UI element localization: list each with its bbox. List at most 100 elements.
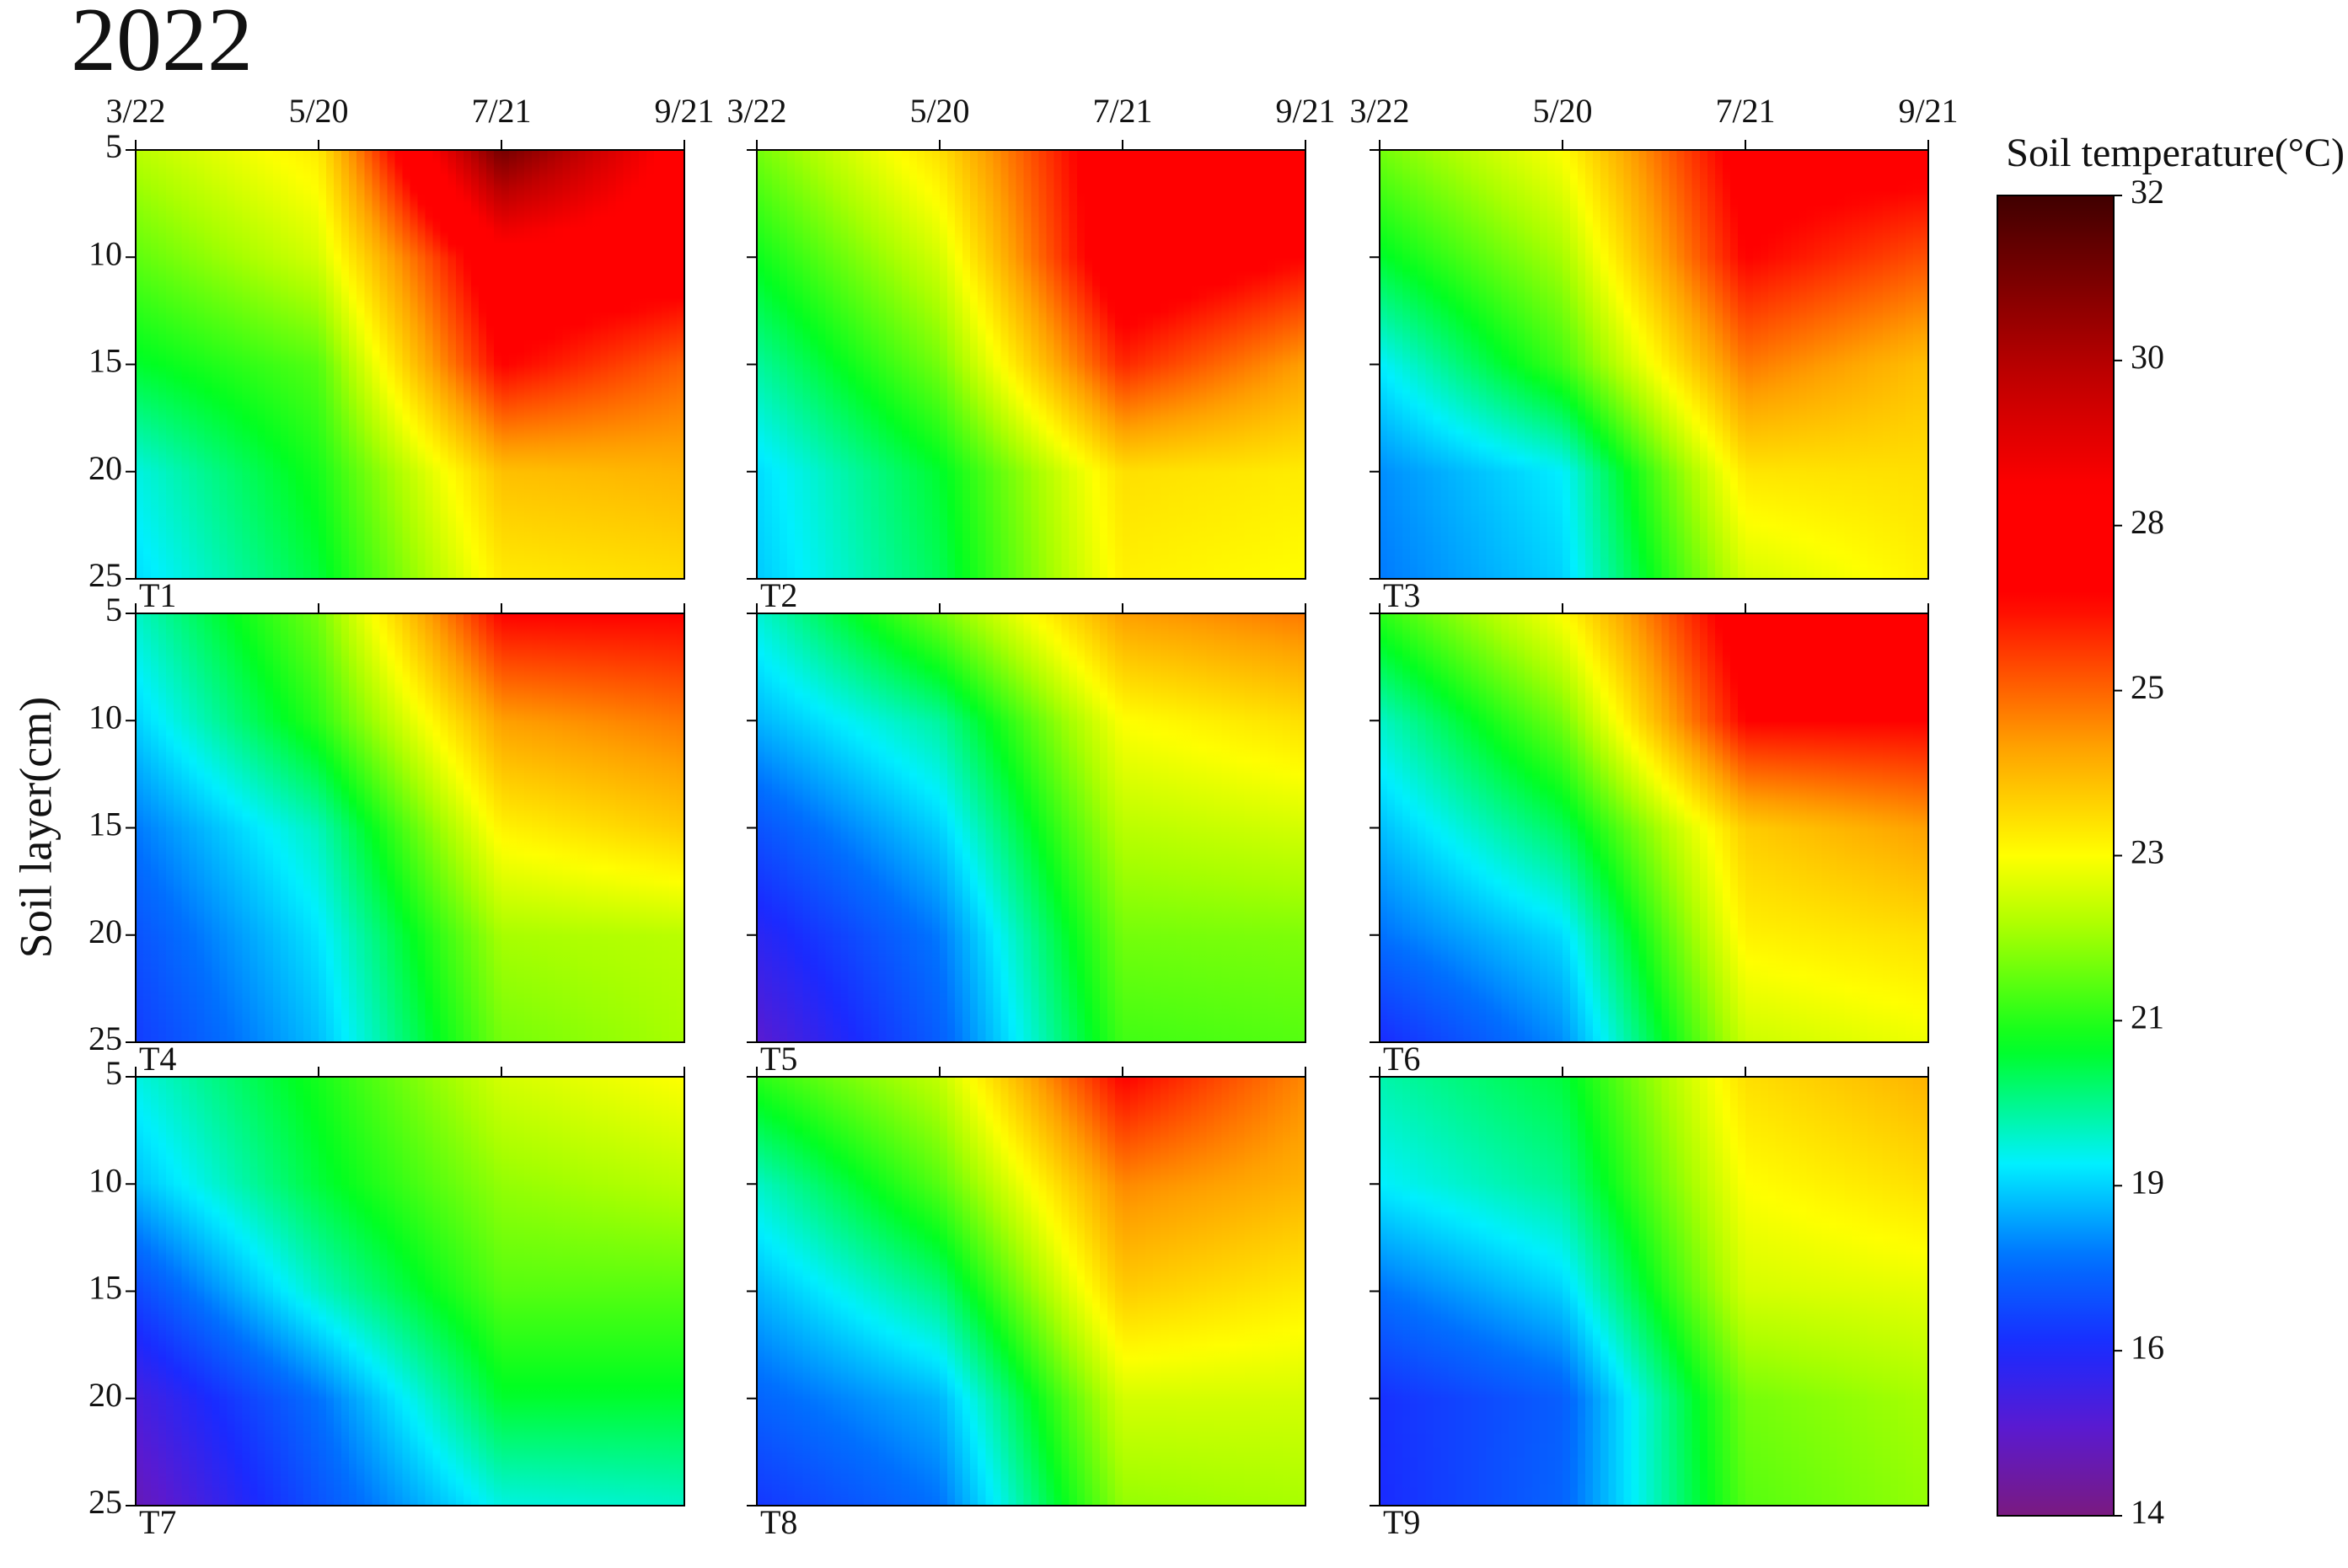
colorbar-title: Soil temperature(°C) (2006, 131, 2345, 175)
heat-cell (234, 364, 244, 473)
heat-cell (1608, 613, 1617, 722)
heat-cell (1486, 1077, 1495, 1185)
heat-cell (242, 1291, 251, 1399)
heat-cell (410, 1184, 419, 1292)
heat-cell (1091, 827, 1101, 936)
heat-cell (661, 720, 670, 829)
heat-cell (1214, 1184, 1223, 1292)
heat-cell (1920, 364, 1929, 473)
heat-cell (1038, 257, 1048, 366)
heat-cell (1631, 150, 1640, 259)
heat-cell (1183, 720, 1193, 829)
heat-cell (1761, 827, 1769, 936)
heat-cell (1274, 720, 1284, 829)
heat-cell (181, 257, 190, 366)
heat-cell (1183, 827, 1193, 936)
heat-cell (1753, 471, 1761, 580)
heat-cell (1282, 1291, 1291, 1399)
heat-cell (608, 364, 617, 473)
heat-cell (1114, 150, 1123, 259)
heat-cell (417, 1077, 426, 1185)
y-axis-label: Soil layer(cm) (10, 697, 61, 958)
heat-cell (1000, 1077, 1010, 1185)
heat-cell (1099, 150, 1108, 259)
heat-cell (1130, 720, 1139, 829)
heat-cell (1448, 613, 1457, 722)
heat-cell (493, 364, 502, 473)
heat-cell (212, 934, 221, 1043)
heat-cell (1661, 150, 1670, 259)
heat-cell (1000, 934, 1010, 1043)
heat-cell (1806, 613, 1815, 722)
heat-cell (570, 150, 579, 259)
heat-cell (1145, 364, 1154, 473)
heat-cell (402, 150, 411, 259)
heat-cell (1380, 1291, 1388, 1399)
heat-cell (1274, 150, 1284, 259)
heat-cell (143, 720, 152, 829)
heat-cell (1176, 1077, 1185, 1185)
heat-cell (249, 1077, 259, 1185)
heat-cell (1259, 613, 1268, 722)
heat-cell (608, 1184, 617, 1292)
heat-cell (840, 720, 850, 829)
heat-cell (780, 257, 788, 366)
heat-cell (402, 1398, 411, 1506)
heat-cell (1554, 150, 1563, 259)
heat-cell (1729, 720, 1739, 829)
heat-cell (818, 720, 827, 829)
heat-cell (1463, 1184, 1472, 1292)
heat-cell (901, 827, 910, 936)
heat-cell (1267, 364, 1276, 473)
heat-cell (985, 720, 994, 829)
heat-cell (848, 471, 857, 580)
heat-cell (303, 471, 312, 580)
heat-cell (1463, 934, 1472, 1043)
heat-cell (577, 934, 587, 1043)
heat-cell (1753, 720, 1761, 829)
heat-cell (1084, 1291, 1093, 1399)
heat-cell (1912, 1077, 1922, 1185)
heat-cell (1844, 613, 1853, 722)
heat-cell (242, 1184, 251, 1292)
heat-cell (1646, 613, 1655, 722)
heat-cell (1410, 1077, 1419, 1185)
heat-cell (1463, 257, 1472, 366)
heat-cell (1493, 471, 1503, 580)
heat-cell (947, 1184, 956, 1292)
heat-cell (1531, 1291, 1541, 1399)
heat-cell (334, 1184, 342, 1292)
heat-cell (547, 471, 556, 580)
heat-cell (577, 257, 587, 366)
heat-cell (1267, 1291, 1276, 1399)
heat-cell (1493, 364, 1503, 473)
heat-cell (136, 257, 144, 366)
heat-cell (227, 827, 236, 936)
heat-cell (909, 934, 918, 1043)
heat-cell (1038, 364, 1048, 473)
heat-cell (219, 1077, 228, 1185)
heat-cell (341, 471, 350, 580)
heat-cell (181, 150, 190, 259)
heat-cell (1524, 934, 1533, 1043)
heat-cell (212, 827, 221, 936)
heat-cell (1091, 471, 1101, 580)
heat-cell (878, 827, 887, 936)
heat-cell (1836, 720, 1846, 829)
heat-cell (1905, 934, 1914, 1043)
heat-cell (1107, 364, 1116, 473)
heat-cell (356, 827, 366, 936)
heat-cell (795, 1398, 804, 1506)
heat-cell (833, 934, 842, 1043)
heat-cell (1023, 1291, 1032, 1399)
heat-cell (1905, 364, 1914, 473)
heat-cell (909, 364, 918, 473)
heat-cell (158, 150, 167, 259)
heat-cell (1684, 257, 1693, 366)
heat-cell (1912, 1398, 1922, 1506)
heat-cell (1008, 257, 1017, 366)
heat-cell (848, 257, 857, 366)
heat-cell (470, 613, 480, 722)
heat-cell (1859, 613, 1868, 722)
heat-cell (1486, 720, 1495, 829)
